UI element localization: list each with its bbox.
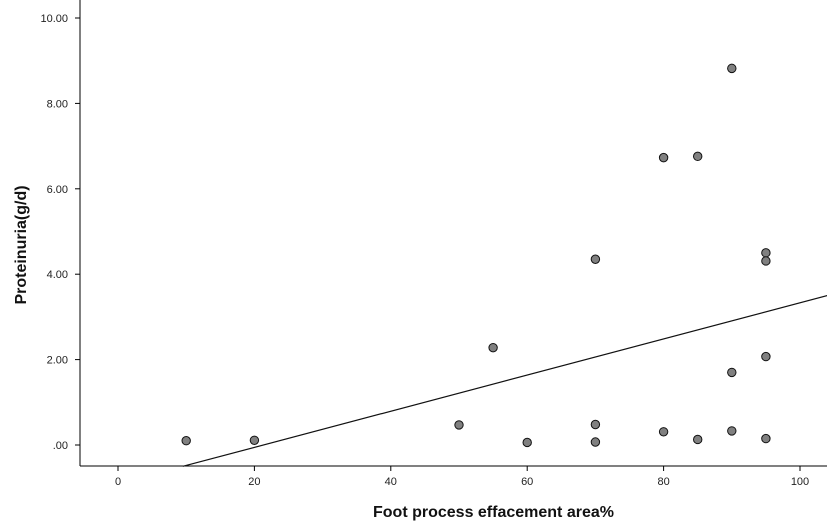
y-tick-label: 8.00 xyxy=(47,98,68,110)
data-point xyxy=(761,256,771,266)
y-tick-label: 10.00 xyxy=(40,13,68,25)
data-point xyxy=(590,254,601,264)
data-point xyxy=(761,351,771,362)
y-tick-label: 2.00 xyxy=(47,355,68,367)
data-point xyxy=(693,434,703,445)
data-point xyxy=(727,367,737,378)
data-point xyxy=(590,437,601,447)
y-axis-label: Proteinuria(g/d) xyxy=(13,185,30,304)
x-tick-label: 40 xyxy=(385,476,397,488)
x-tick-label: 100 xyxy=(791,476,809,488)
y-tick-label: 4.00 xyxy=(47,269,68,281)
data-point xyxy=(658,427,669,437)
data-point xyxy=(693,151,703,162)
data-point xyxy=(522,437,532,448)
x-tick-label: 0 xyxy=(115,476,121,488)
y-tick-label: 6.00 xyxy=(47,184,68,196)
data-point xyxy=(590,419,601,430)
data-point xyxy=(727,63,737,74)
x-tick-label: 80 xyxy=(657,476,669,488)
data-point xyxy=(727,426,737,436)
data-point xyxy=(249,435,260,446)
data-point xyxy=(658,152,669,163)
data-point xyxy=(761,248,771,258)
x-axis-ticks: 0 20 40 60 80 100 xyxy=(115,466,809,488)
y-axis-ticks: .00 2.00 4.00 6.00 8.00 10.00 xyxy=(40,13,80,452)
data-point xyxy=(454,420,464,430)
x-axis-label: Foot process effacement area% xyxy=(373,504,614,521)
x-tick-label: 20 xyxy=(248,476,260,488)
data-point xyxy=(761,433,771,444)
regression-fit-line xyxy=(182,295,827,467)
data-point xyxy=(181,436,191,446)
x-tick-label: 60 xyxy=(521,476,533,488)
data-point xyxy=(488,342,498,353)
y-tick-label: .00 xyxy=(53,440,68,452)
data-points xyxy=(181,63,771,448)
